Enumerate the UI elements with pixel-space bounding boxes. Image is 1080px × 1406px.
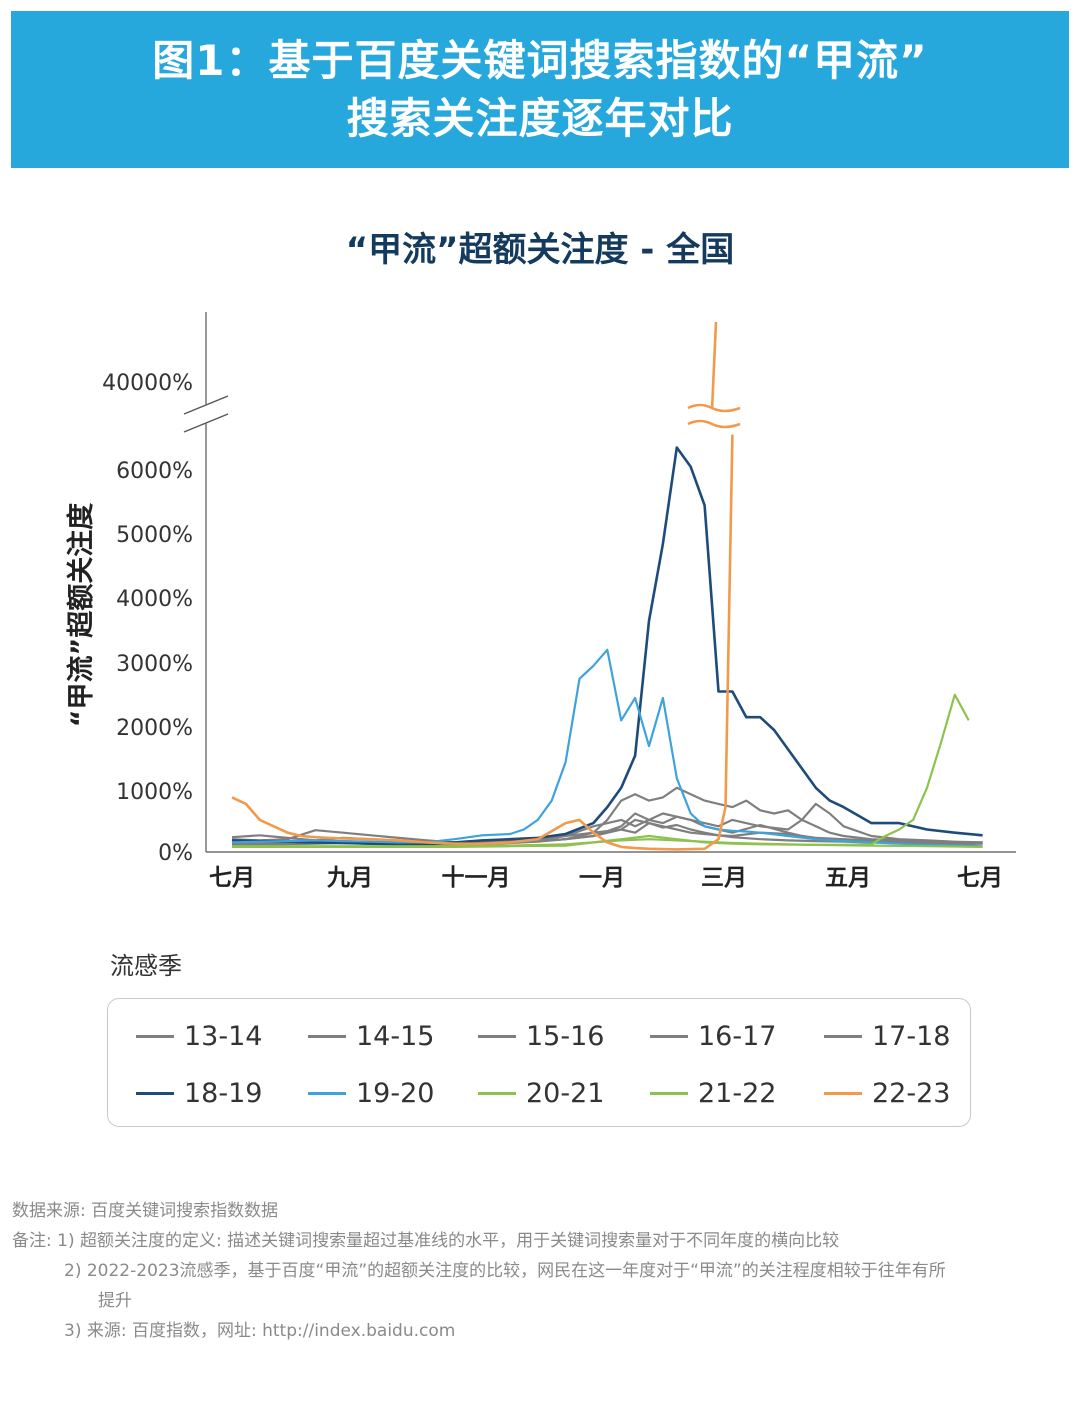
y-tick-label: 3000% [116,652,193,677]
note-1: 备注: 1) 超额关注度的定义: 描述关键词搜索量超过基准线的水平，用于关键词搜… [12,1231,840,1251]
legend-label: 18-19 [184,1078,263,1109]
x-tick-label: 十一月 [442,865,511,891]
legend-label: 13-14 [184,1021,263,1052]
legend-label: 16-17 [698,1021,777,1052]
header-banner: 图1：基于百度关键词搜索指数的“甲流” 搜索关注度逐年对比 [11,11,1069,168]
y-tick-label: 2000% [116,716,193,741]
legend-swatch [478,1035,516,1038]
x-tick-label: 九月 [326,865,373,891]
series-line-21-22 [232,693,970,848]
legend-item-16-17: 16-17 [650,1021,776,1052]
series-line-19-20 [231,648,983,848]
legend-item-22-23: 22-23 [824,1078,950,1109]
legend-title: 流感季 [110,952,182,980]
legend-label: 21-22 [698,1078,777,1109]
legend-label: 14-15 [356,1021,435,1052]
note-2: 2) 2022-2023流感季，基于百度“甲流”的超额关注度的比较，网民在这一年… [64,1261,946,1281]
note-source: 数据来源: 百度关键词搜索指数数据 [12,1201,279,1221]
chart-title: “甲流”超额关注度 - 全国 [345,230,735,270]
note-2-cont: 提升 [98,1291,132,1311]
legend: 13-14 14-15 15-16 16-17 17-18 18-19 19-20 20-21… [107,998,971,1127]
legend-swatch [824,1035,862,1038]
legend-swatch [308,1092,346,1095]
legend-swatch [650,1035,688,1038]
header-title-line2: 搜索关注度逐年对比 [346,93,734,143]
legend-label: 19-20 [356,1078,435,1109]
legend-item-13-14: 13-14 [136,1021,262,1052]
x-tick-label: 七月 [957,865,1003,891]
x-tick-label: 七月 [209,865,255,891]
y-tick-label: 40000% [102,371,193,396]
x-tick-label: 五月 [825,865,871,891]
y-tick-label: 5000% [116,523,193,548]
y-tick-label: 0% [158,841,193,866]
legend-item-21-22: 21-22 [650,1078,776,1109]
legend-item-18-19: 18-19 [136,1078,262,1109]
y-tick-label: 4000% [116,587,193,612]
legend-swatch [478,1092,516,1095]
legend-swatch [824,1092,862,1095]
legend-label: 15-16 [526,1021,605,1052]
line-chart: 0% 1000% 2000% 3000% 4000% 5000% 6000% 40000% 七月… [65,312,1016,891]
legend-swatch [136,1035,174,1038]
y-axis-label: “甲流”超额关注度 [65,503,97,728]
header-title-line1: 图1：基于百度关键词搜索指数的“甲流” [152,35,928,85]
footnotes: 数据来源: 百度关键词搜索指数数据 备注: 1) 超额关注度的定义: 描述关键词… [12,1196,946,1346]
y-tick-label: 6000% [116,459,193,484]
axis-break-gap [198,405,214,423]
series-line-18-19 [231,446,983,846]
y-tick-label: 1000% [116,780,193,805]
x-tick-label: 一月 [579,865,625,891]
axis-layer [205,312,1016,853]
legend-swatch [136,1092,174,1095]
break-layer [183,395,742,433]
series-layer [231,321,983,851]
legend-item-17-18: 17-18 [824,1021,950,1052]
ticks-layer: 0% 1000% 2000% 3000% 4000% 5000% 6000% 40000% 七月… [102,371,1003,891]
series-break-mark-bottom [687,419,741,429]
legend-label: 17-18 [872,1021,951,1052]
series-break-mark-top [687,403,741,413]
legend-item-19-20: 19-20 [308,1078,434,1109]
axis-break-mark-bottom [183,413,229,433]
note-3: 3) 来源: 百度指数，网址: http://index.baidu.com [64,1321,456,1341]
legend-item-20-21: 20-21 [478,1078,604,1109]
axis-break-mark-top [183,395,229,415]
legend-swatch [650,1092,688,1095]
x-tick-label: 三月 [701,865,747,891]
legend-item-14-15: 14-15 [308,1021,434,1052]
legend-item-15-16: 15-16 [478,1021,604,1052]
legend-label: 20-21 [526,1078,605,1109]
legend-label: 22-23 [872,1078,951,1109]
legend-swatch [308,1035,346,1038]
series-line-22-23-above-break [710,321,718,411]
series-line-22-23 [231,434,734,851]
